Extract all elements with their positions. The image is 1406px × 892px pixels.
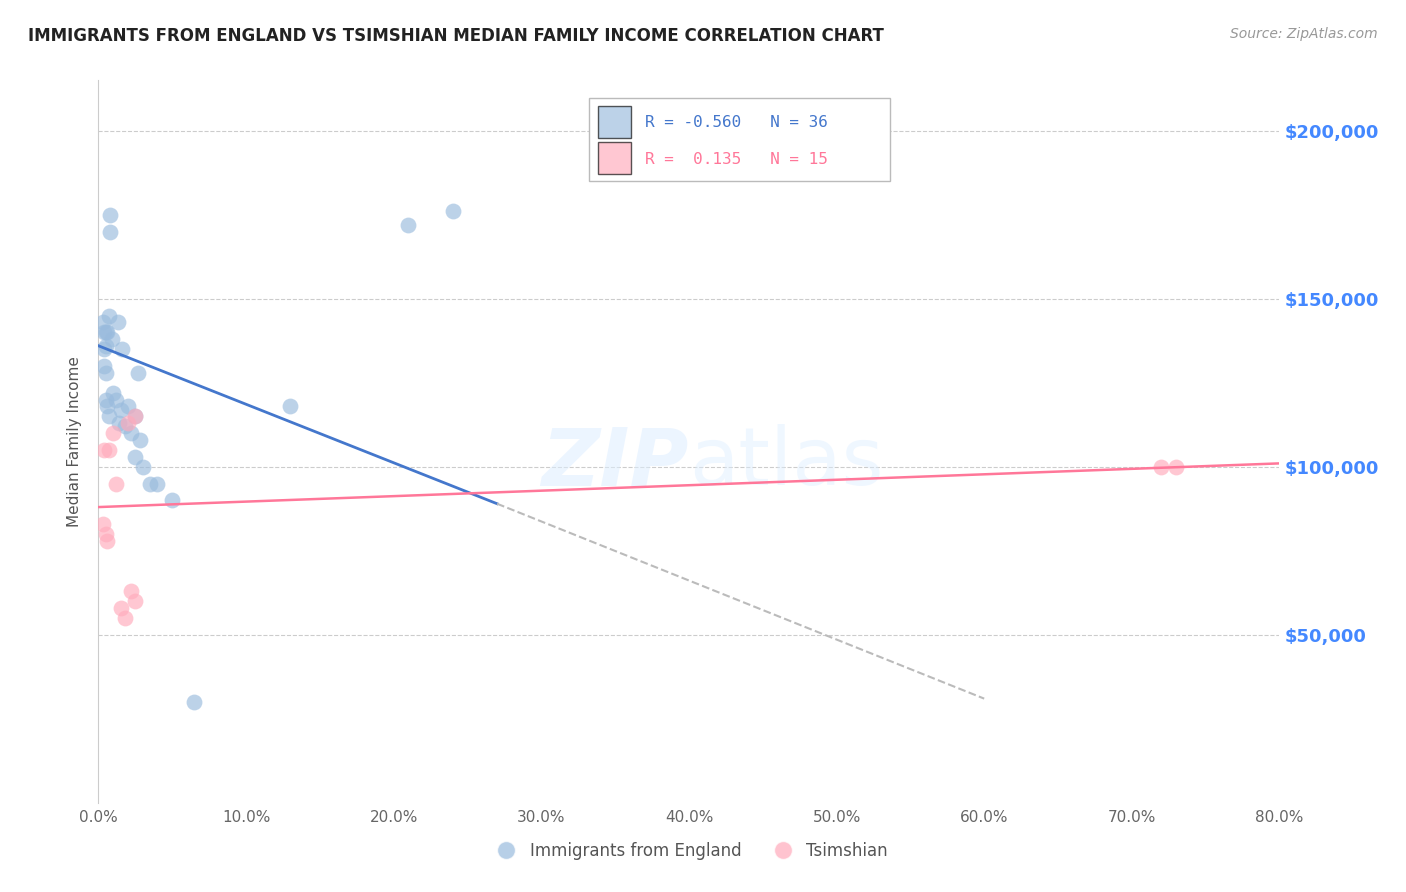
Legend: Immigrants from England, Tsimshian: Immigrants from England, Tsimshian xyxy=(484,836,894,867)
FancyBboxPatch shape xyxy=(589,98,890,181)
Text: IMMIGRANTS FROM ENGLAND VS TSIMSHIAN MEDIAN FAMILY INCOME CORRELATION CHART: IMMIGRANTS FROM ENGLAND VS TSIMSHIAN MED… xyxy=(28,27,884,45)
Point xyxy=(93,326,115,340)
Point xyxy=(96,533,118,548)
Point xyxy=(111,342,134,356)
Point xyxy=(110,600,132,615)
Point xyxy=(1166,459,1188,474)
Point xyxy=(124,409,146,424)
Point xyxy=(94,366,117,380)
Point xyxy=(132,459,155,474)
Point xyxy=(108,416,131,430)
Point xyxy=(162,493,183,508)
Point xyxy=(117,399,139,413)
Point xyxy=(146,476,169,491)
Point xyxy=(93,359,115,373)
FancyBboxPatch shape xyxy=(598,106,631,138)
Text: ZIP: ZIP xyxy=(541,425,689,502)
Point xyxy=(124,450,146,464)
Point xyxy=(107,315,129,329)
Point xyxy=(93,342,115,356)
Point xyxy=(98,225,121,239)
Text: Source: ZipAtlas.com: Source: ZipAtlas.com xyxy=(1230,27,1378,41)
Point xyxy=(93,442,115,457)
Point xyxy=(97,409,120,424)
Point xyxy=(91,516,114,531)
Point xyxy=(96,399,118,413)
Point xyxy=(91,315,114,329)
FancyBboxPatch shape xyxy=(598,143,631,174)
Text: R =  0.135   N = 15: R = 0.135 N = 15 xyxy=(645,153,828,168)
Point xyxy=(128,433,150,447)
Point xyxy=(124,409,146,424)
Point xyxy=(103,385,125,400)
Point xyxy=(117,416,139,430)
Point xyxy=(441,204,464,219)
Point xyxy=(139,476,162,491)
Point xyxy=(94,392,117,407)
Point xyxy=(120,584,142,599)
Point xyxy=(280,399,302,413)
Point xyxy=(100,332,122,346)
Point xyxy=(105,392,128,407)
Point xyxy=(96,326,118,340)
Point xyxy=(127,366,149,380)
Point xyxy=(103,426,125,441)
Point xyxy=(114,419,136,434)
Point xyxy=(94,527,117,541)
Point xyxy=(110,402,132,417)
Y-axis label: Median Family Income: Median Family Income xyxy=(67,356,83,527)
Point xyxy=(105,476,128,491)
Point xyxy=(97,442,120,457)
Point xyxy=(183,695,205,709)
Point xyxy=(114,611,136,625)
Point xyxy=(120,426,142,441)
Text: R = -0.560   N = 36: R = -0.560 N = 36 xyxy=(645,115,828,129)
Text: atlas: atlas xyxy=(689,425,883,502)
Point xyxy=(97,309,120,323)
Point xyxy=(124,594,146,608)
Point xyxy=(94,326,117,340)
Point xyxy=(98,208,121,222)
Point xyxy=(94,339,117,353)
Point xyxy=(398,218,420,232)
Point xyxy=(1150,459,1173,474)
